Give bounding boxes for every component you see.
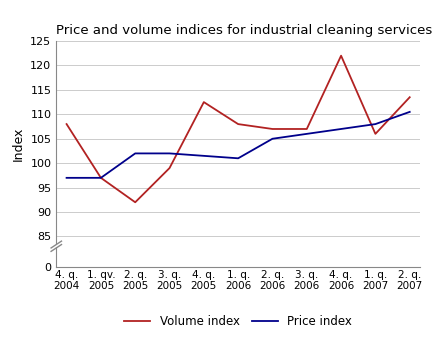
Volume index xyxy=(304,127,309,131)
Price index xyxy=(98,176,103,180)
Volume index xyxy=(407,95,412,99)
Price index xyxy=(167,152,172,156)
Volume index xyxy=(132,200,138,204)
Price index xyxy=(407,110,412,114)
Volume index xyxy=(236,122,241,126)
Price index xyxy=(304,132,309,136)
Y-axis label: Index: Index xyxy=(12,127,25,161)
Volume index xyxy=(373,132,378,136)
Volume index xyxy=(201,100,207,104)
Price index xyxy=(201,154,207,158)
Line: Volume index: Volume index xyxy=(67,56,410,202)
Price index xyxy=(132,152,138,156)
Price index xyxy=(373,122,378,126)
Volume index xyxy=(339,54,344,58)
Price index xyxy=(236,156,241,160)
Price index xyxy=(64,176,69,180)
Volume index xyxy=(64,122,69,126)
Text: Price and volume indices for industrial cleaning services. 2005=100: Price and volume indices for industrial … xyxy=(56,24,433,37)
Price index xyxy=(339,127,344,131)
Volume index xyxy=(270,127,275,131)
Line: Price index: Price index xyxy=(67,112,410,178)
Price index xyxy=(270,137,275,141)
Legend: Volume index, Price index: Volume index, Price index xyxy=(120,310,357,333)
Volume index xyxy=(167,166,172,170)
Volume index xyxy=(98,176,103,180)
